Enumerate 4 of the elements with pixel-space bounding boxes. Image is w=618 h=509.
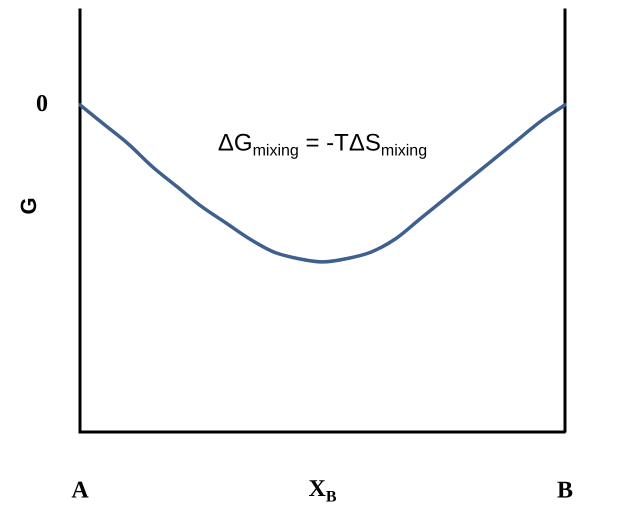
x-tick-label: B <box>556 478 574 504</box>
y-axis-title: G <box>16 197 42 215</box>
annotation: 0 <box>36 91 48 118</box>
x-tick-label: A <box>71 478 90 504</box>
